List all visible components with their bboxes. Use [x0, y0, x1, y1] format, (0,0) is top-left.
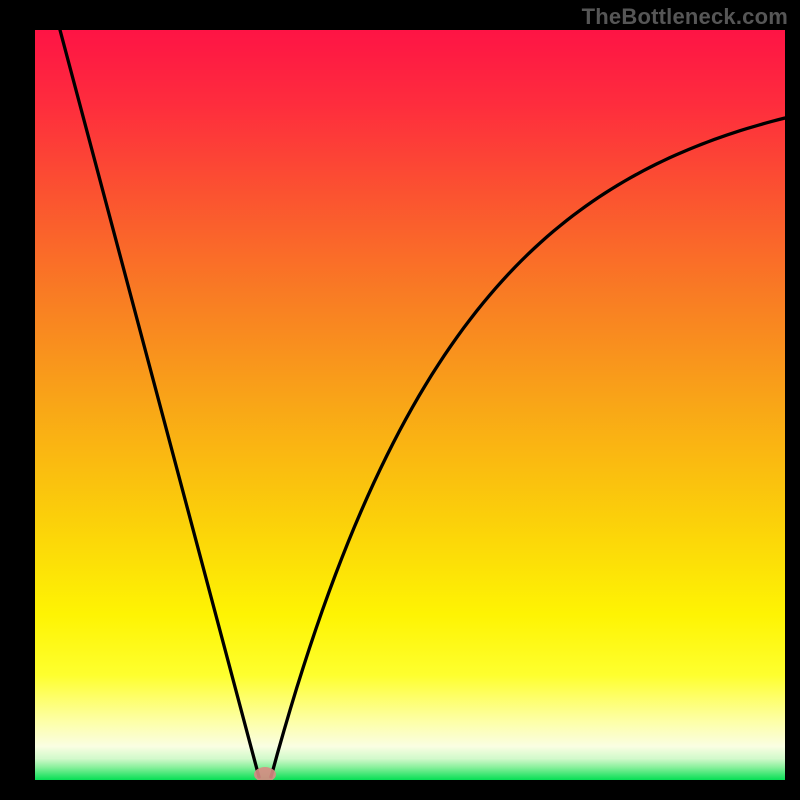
watermark-text: TheBottleneck.com	[582, 4, 788, 30]
frame-bottom	[0, 780, 800, 800]
bottleneck-curve	[35, 30, 785, 780]
curve-right-segment	[271, 118, 785, 777]
curve-left-segment	[60, 30, 259, 777]
plot-area	[35, 30, 785, 780]
frame-right	[785, 0, 800, 800]
frame-left	[0, 0, 35, 800]
optimal-point-marker	[254, 767, 276, 781]
